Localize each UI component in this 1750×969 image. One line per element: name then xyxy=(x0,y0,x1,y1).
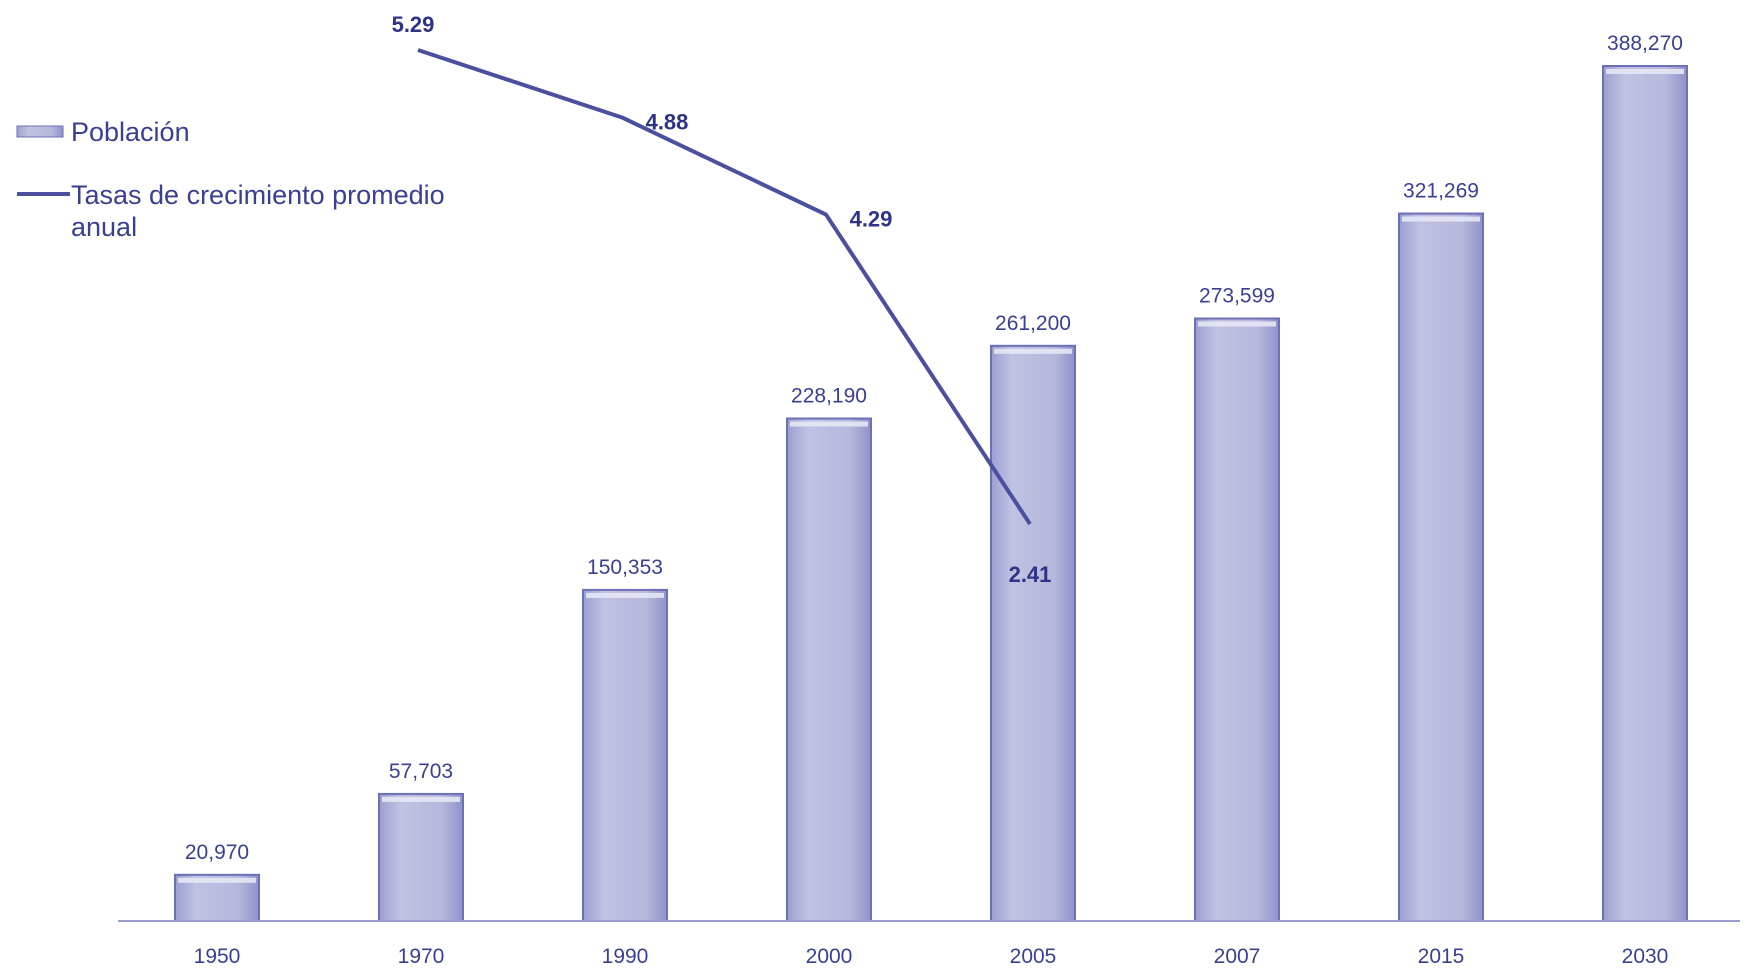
bar-2005-cap xyxy=(994,348,1072,354)
bar-2015-cap xyxy=(1402,216,1480,222)
growth-rate-line xyxy=(417,48,1032,526)
x-tick-2015: 2015 xyxy=(1418,945,1465,968)
bar-1970-cap xyxy=(382,796,460,802)
rate-label-1970: 5.29 xyxy=(392,12,435,37)
x-ticks-layer: 1950 1970 1990 2000 2005 2007 2015 2030 xyxy=(194,945,1669,968)
bar-2030-cap xyxy=(1606,69,1684,74)
x-tick-1990: 1990 xyxy=(602,945,649,968)
bar-label-1950: 20,970 xyxy=(185,841,249,864)
legend-label-line-1: Tasas de crecimiento promedio xyxy=(71,180,445,210)
legend-swatch-bar xyxy=(16,125,64,138)
x-tick-2007: 2007 xyxy=(1214,945,1261,968)
x-tick-1950: 1950 xyxy=(194,945,241,968)
bar-2007 xyxy=(1194,317,1280,923)
bar-2000-cap xyxy=(790,421,868,427)
bar-2015 xyxy=(1398,212,1484,923)
x-tick-2005: 2005 xyxy=(1010,945,1057,968)
x-tick-2030: 2030 xyxy=(1622,945,1669,968)
bar-2005 xyxy=(990,344,1076,922)
bar-1990 xyxy=(582,588,668,923)
bar-2007-cap xyxy=(1198,321,1276,327)
rate-labels-layer: 5.29 4.88 4.29 2.41 xyxy=(392,12,1052,587)
bar-label-1970: 57,703 xyxy=(389,760,453,783)
x-tick-2000: 2000 xyxy=(806,945,853,968)
bar-1990-cap xyxy=(586,592,664,598)
rate-label-1990: 4.88 xyxy=(646,109,689,134)
bar-2000 xyxy=(786,417,872,922)
bar-label-2000: 228,190 xyxy=(791,385,867,408)
legend-label-line: Tasas de crecimiento promedio anual xyxy=(71,180,452,242)
bar-1970 xyxy=(378,792,464,922)
rate-label-2005: 2.41 xyxy=(1009,562,1052,587)
bar-labels-layer: 20,970 57,703 150,353 228,190 261,200 273,599… xyxy=(185,32,1683,864)
bar-label-1990: 150,353 xyxy=(587,556,663,579)
bar-label-2007: 273,599 xyxy=(1199,285,1275,308)
bar-label-2015: 321,269 xyxy=(1403,180,1479,203)
bar-label-2030: 388,270 xyxy=(1607,32,1683,55)
legend-label-line-2: anual xyxy=(71,212,137,242)
x-tick-1970: 1970 xyxy=(398,945,445,968)
legend: Población Tasas de crecimiento promedio … xyxy=(16,117,452,242)
bar-1950-cap xyxy=(178,877,256,883)
legend-label-bar: Población xyxy=(71,117,190,147)
bar-label-2005: 261,200 xyxy=(995,312,1071,335)
bar-2030 xyxy=(1602,65,1688,922)
rate-label-2000: 4.29 xyxy=(850,207,893,232)
